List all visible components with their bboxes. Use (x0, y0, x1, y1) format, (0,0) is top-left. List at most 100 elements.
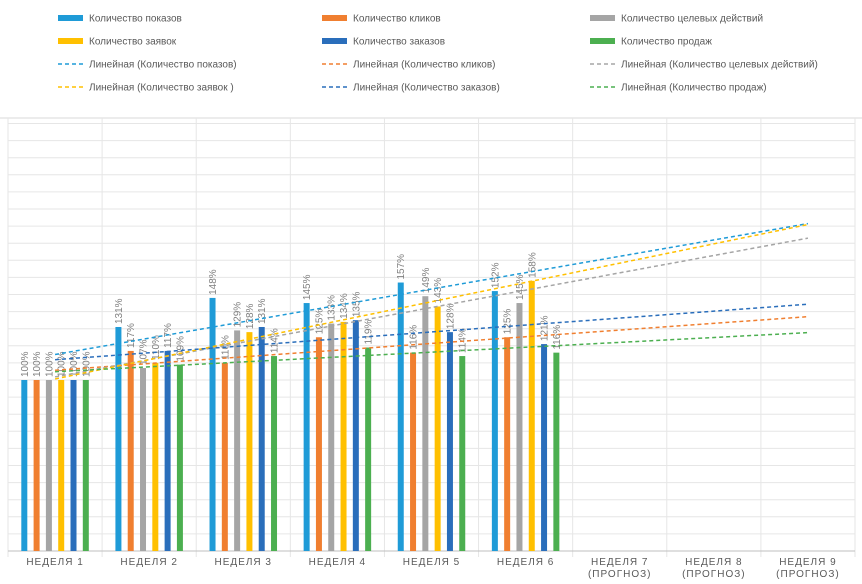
data-label: 157% (396, 254, 407, 280)
data-label: 100% (44, 351, 55, 377)
legend-swatch (58, 15, 83, 21)
bar (70, 380, 77, 551)
bar (365, 347, 372, 551)
bar (140, 368, 147, 551)
data-label: 131% (114, 298, 125, 324)
bar (504, 337, 511, 551)
bar (328, 323, 335, 551)
data-label: 134% (339, 293, 350, 319)
data-label: 110% (151, 335, 162, 360)
bar (528, 280, 535, 551)
bar (258, 326, 265, 551)
legend-label: Количество целевых действий (621, 14, 763, 25)
legend-label: Количество показов (89, 14, 182, 25)
bar (176, 364, 183, 551)
bar (541, 344, 548, 551)
data-label: 119% (364, 320, 375, 345)
legend-swatch (322, 38, 347, 44)
data-label: 100% (57, 351, 68, 377)
bar (246, 332, 253, 551)
data-label: 131% (257, 298, 268, 324)
bar (553, 352, 560, 551)
legend-label: Линейная (Количество заказов) (353, 83, 500, 94)
x-tick-label: НЕДЕЛЯ 9 (ПРОГНОЗ) (776, 557, 840, 580)
bar (491, 291, 498, 551)
data-label: 145% (515, 274, 526, 300)
data-label: 149% (421, 268, 432, 294)
trend-line (54, 223, 809, 380)
data-label: 152% (490, 262, 501, 288)
bar (58, 380, 65, 551)
bar (410, 352, 417, 551)
legend-label: Линейная (Количество продаж) (621, 83, 767, 94)
legend-label: Линейная (Количество кликов) (353, 60, 496, 71)
legend-label: Количество заявок (89, 37, 177, 48)
data-label: 100% (20, 351, 31, 377)
data-label: 125% (503, 309, 514, 335)
legend-label: Количество продаж (621, 37, 712, 48)
bar (340, 321, 347, 551)
data-label: 125% (314, 309, 325, 335)
bar (397, 282, 404, 551)
data-label: 100% (81, 351, 92, 377)
data-label: 107% (139, 339, 150, 365)
data-label: 116% (552, 325, 563, 350)
bar (234, 330, 241, 551)
legend-label: Количество заказов (353, 37, 445, 48)
bar (459, 356, 466, 551)
bar (446, 332, 453, 551)
bar (315, 337, 322, 551)
x-tick-label: НЕДЕЛЯ 8 (ПРОГНОЗ) (682, 557, 746, 580)
data-label: 100% (32, 351, 43, 377)
data-label: 128% (245, 303, 256, 329)
data-label: 145% (302, 274, 313, 300)
data-label: 121% (540, 315, 551, 341)
bar (271, 356, 278, 551)
x-tick-label: НЕДЕЛЯ 1 (26, 557, 84, 568)
bar (352, 320, 359, 551)
x-tick-label: НЕДЕЛЯ 2 (120, 557, 178, 568)
bar (422, 296, 429, 551)
data-label: 129% (233, 302, 244, 328)
data-label: 135% (351, 291, 362, 317)
bar (209, 297, 216, 551)
bar (164, 350, 171, 551)
x-tick-label: НЕДЕЛЯ 7 (ПРОГНОЗ) (587, 557, 652, 580)
bar (434, 306, 441, 551)
data-label: 117% (126, 323, 137, 348)
data-label: 128% (445, 303, 456, 329)
trend-line (54, 222, 809, 356)
legend-swatch (590, 15, 615, 21)
legend-swatch (322, 15, 347, 21)
bar (82, 380, 89, 551)
bar (115, 326, 122, 551)
bar (516, 303, 523, 551)
data-label: 133% (327, 295, 338, 321)
legend-label: Линейная (Количество целевых действий) (621, 60, 818, 71)
legend-label: Линейная (Количество заявок ) (89, 83, 234, 94)
x-tick-label: НЕДЕЛЯ 3 (214, 557, 272, 568)
legend-swatch (58, 38, 83, 44)
data-label: 148% (208, 269, 219, 295)
x-tick-label: НЕДЕЛЯ 5 (402, 557, 461, 568)
x-tick-label: НЕДЕЛЯ 4 (308, 557, 367, 568)
data-label: 109% (175, 336, 186, 362)
data-label: 100% (69, 351, 80, 377)
data-label: 114% (270, 328, 281, 353)
data-label: 158% (527, 252, 538, 278)
bar (33, 380, 40, 551)
bar (21, 380, 28, 551)
bar (221, 362, 228, 551)
legend-swatch (590, 38, 615, 44)
bar (152, 362, 159, 551)
bar (303, 303, 310, 551)
bar (127, 350, 134, 551)
bar (45, 380, 52, 551)
data-label: 116% (409, 325, 420, 350)
legend-label: Линейная (Количество показов) (89, 60, 237, 71)
data-label: 143% (433, 278, 444, 304)
legend-label: Количество кликов (353, 14, 441, 25)
x-tick-label: НЕДЕЛЯ 6 (496, 557, 555, 568)
